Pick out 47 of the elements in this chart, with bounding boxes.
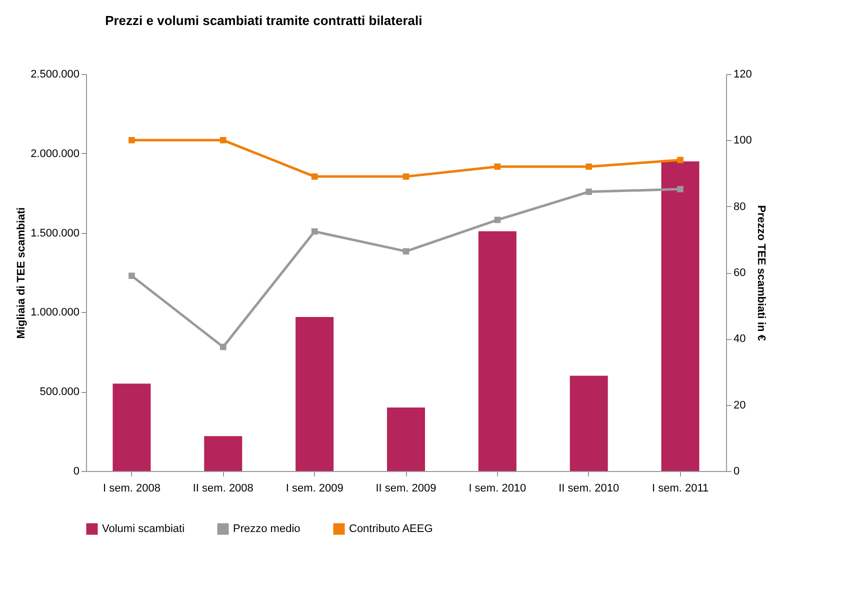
point xyxy=(128,137,135,144)
point xyxy=(677,156,684,164)
bar xyxy=(570,376,608,471)
point xyxy=(220,344,226,350)
bar xyxy=(387,407,425,471)
point xyxy=(677,186,684,192)
bar xyxy=(478,231,516,471)
point xyxy=(220,137,226,144)
bar xyxy=(204,436,242,471)
x-tick-label: II sem. 2010 xyxy=(558,482,620,494)
x-tick-label: I sem. 2011 xyxy=(652,482,709,494)
x-tick-label: I sem. 2008 xyxy=(102,482,160,494)
y2-tick-label: 120 xyxy=(734,68,752,80)
x-tick-label: I sem. 2010 xyxy=(468,482,526,494)
y-axis-title: Migliaia di TEE scambiati xyxy=(16,207,28,339)
y2-tick-label: 60 xyxy=(734,267,746,279)
point xyxy=(494,216,501,224)
chart-title: Prezzi e volumi scambiati tramite contratti bilaterali xyxy=(105,13,422,28)
point xyxy=(311,173,318,180)
y-tick-label: 0 xyxy=(73,466,80,478)
y2-tick-label: 20 xyxy=(734,399,746,412)
point xyxy=(586,163,592,170)
legend-label: Prezzo medio xyxy=(233,523,300,535)
bar xyxy=(661,161,700,471)
y2-tick-label: 100 xyxy=(734,134,752,147)
y-tick-label: 500.000 xyxy=(40,386,80,398)
x-tick-label: I sem. 2009 xyxy=(286,482,344,494)
y2-tick-label: 40 xyxy=(734,333,746,346)
point xyxy=(402,173,410,180)
y-tick-label: 2.500.000 xyxy=(30,68,80,80)
x-tick-label: II sem. 2008 xyxy=(192,482,254,494)
legend-label: Volumi scambiati xyxy=(102,523,185,535)
point xyxy=(494,163,501,170)
y-tick-label: 1.000.000 xyxy=(30,306,80,319)
y-tick-label: 1.500.000 xyxy=(30,227,80,240)
y2-tick-label: 0 xyxy=(734,466,740,478)
legend-label: Contributo AEEG xyxy=(349,523,433,535)
y2-axis-title: Prezzo TEE scambiati in € xyxy=(754,205,767,341)
bar xyxy=(296,316,334,471)
y-tick-label: 2.000.000 xyxy=(30,148,80,160)
point xyxy=(128,272,135,279)
bar xyxy=(112,384,151,471)
point xyxy=(311,228,318,235)
point xyxy=(402,248,410,254)
point xyxy=(586,188,592,195)
y2-tick-label: 80 xyxy=(734,200,746,213)
x-tick-label: II sem. 2009 xyxy=(376,482,436,494)
